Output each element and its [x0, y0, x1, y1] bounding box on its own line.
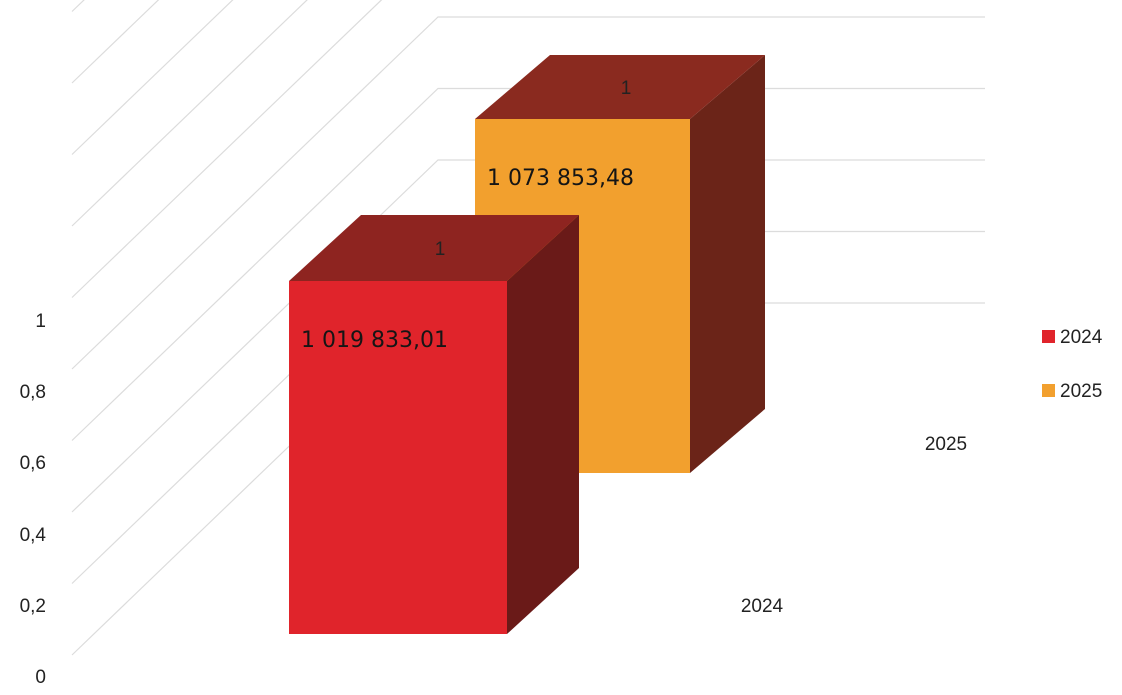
gridline — [71, 0, 160, 84]
y-tick-label: 0,6 — [20, 453, 46, 474]
gridline — [71, 159, 985, 513]
gridline — [71, 16, 985, 370]
bar-top-label: 1 — [435, 239, 446, 260]
legend-label: 2025 — [1060, 381, 1102, 402]
y-axis-ticks: 0 0,2 0,4 0,6 0,8 1 — [20, 311, 47, 688]
bar-value-label: 1 019 833,01 — [301, 328, 448, 353]
legend-swatch — [1042, 330, 1055, 343]
y-tick-label: 1 — [35, 311, 46, 332]
gridlines — [71, 0, 985, 656]
y-tick-label: 0,8 — [20, 382, 46, 403]
legend-label: 2024 — [1060, 327, 1103, 348]
bar-side-face — [507, 215, 579, 634]
y-tick-label: 0,2 — [20, 596, 46, 617]
gridline — [71, 0, 85, 12]
gridline — [71, 0, 308, 227]
bar-top-label: 1 — [621, 78, 632, 99]
category-label: 2024 — [741, 596, 784, 617]
gridline — [71, 87, 985, 441]
y-tick-label: 0,4 — [20, 525, 47, 546]
bar-2024: 1 1 019 833,01 — [289, 215, 579, 634]
category-labels: 2024 2025 — [741, 434, 967, 617]
gridline — [71, 0, 383, 298]
bar-value-label: 1 073 853,48 — [487, 166, 634, 191]
y-tick-label: 0 — [35, 667, 46, 688]
gridline — [71, 0, 234, 155]
bar-top-face — [289, 215, 579, 281]
bar-top-face — [475, 55, 765, 119]
legend: 2024 2025 — [1042, 327, 1103, 402]
bars: 1 1 073 853,48 1 1 019 833,01 — [289, 55, 765, 634]
bar-front-face — [289, 281, 507, 634]
bar-side-face — [690, 55, 765, 473]
legend-swatch — [1042, 384, 1055, 397]
category-label: 2025 — [925, 434, 967, 455]
